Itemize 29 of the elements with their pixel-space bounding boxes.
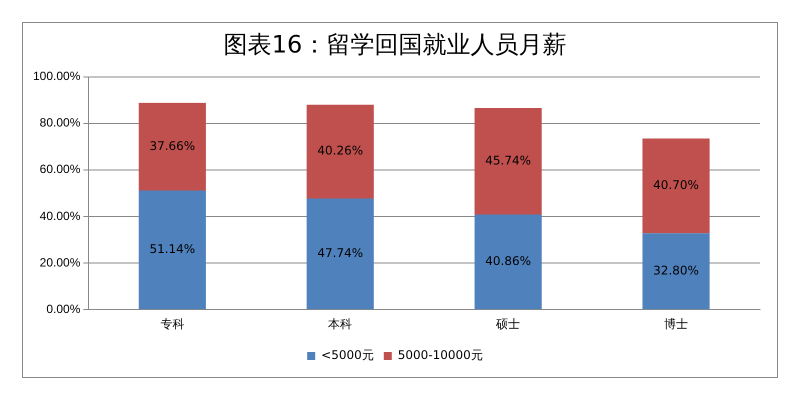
y-tick-label: 20.00%	[40, 255, 81, 270]
legend-label: 5000-10000元	[398, 348, 483, 362]
data-label: 51.14%	[149, 242, 196, 256]
data-label: 47.74%	[317, 246, 364, 260]
data-label: 40.70%	[653, 178, 699, 192]
y-tick-label: 80.00%	[40, 116, 81, 130]
legend-label: <5000元	[321, 348, 374, 362]
bar	[138, 190, 206, 310]
bar	[474, 108, 542, 214]
bar	[474, 214, 542, 310]
y-tick-label: 100.00%	[33, 69, 81, 84]
y-tick-label: 40.00%	[40, 208, 81, 223]
bar	[306, 198, 374, 310]
data-label: 40.86%	[485, 254, 532, 268]
bar	[642, 233, 710, 310]
chart-title: 图表16：留学回国就业人员月薪	[224, 30, 566, 59]
y-tick-label: 0.00%	[46, 302, 81, 316]
x-tick-label: 本科	[328, 317, 352, 332]
data-label: 32.80%	[653, 263, 699, 278]
x-tick-label: 硕士	[495, 317, 520, 332]
bar	[306, 104, 374, 198]
data-label: 37.66%	[149, 138, 196, 153]
data-label: 40.26%	[317, 144, 364, 158]
y-tick-label: 60.00%	[40, 162, 81, 176]
x-tick-label: 专科	[160, 317, 184, 332]
data-label: 45.74%	[485, 153, 532, 168]
bar	[138, 102, 206, 191]
bar	[642, 138, 710, 234]
x-tick-label: 博士	[664, 317, 688, 332]
